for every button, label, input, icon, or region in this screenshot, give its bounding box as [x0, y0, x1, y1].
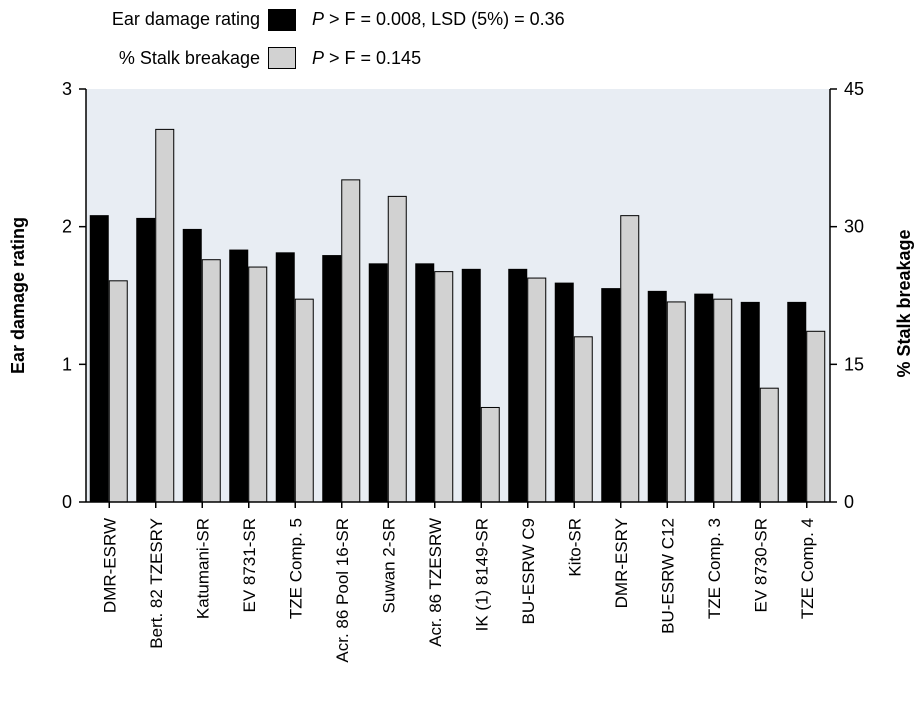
- y-tick-label-left: 3: [62, 79, 72, 99]
- bar-stalk-breakage: [573, 336, 593, 503]
- y-tick-label-right: 0: [844, 492, 854, 512]
- y-tick-label-right: 45: [844, 79, 864, 99]
- bar-stalk-breakage: [434, 271, 454, 503]
- x-tick-label: Bert. 82 TZESRY: [147, 518, 166, 649]
- bar-ear-damage: [508, 268, 528, 503]
- x-tick-label: Katumani-SR: [193, 518, 212, 619]
- legend-swatch-black: [268, 9, 296, 31]
- bar-ear-damage: [647, 290, 667, 503]
- x-tick-label: Kito-SR: [565, 518, 584, 577]
- bar-stalk-breakage: [666, 301, 686, 503]
- bar-stalk-breakage: [341, 179, 361, 503]
- legend: Ear damage rating P > F = 0.008, LSD (5%…: [0, 0, 920, 80]
- x-tick-label: TZE Comp. 5: [286, 518, 305, 619]
- bar-ear-damage: [787, 301, 807, 503]
- bar-stalk-breakage: [759, 387, 779, 503]
- bar-ear-damage: [275, 252, 295, 503]
- bar-stalk-breakage: [201, 259, 221, 503]
- bar-stalk-breakage: [248, 266, 268, 503]
- legend-label: Ear damage rating: [111, 9, 260, 29]
- bar-ear-damage: [415, 263, 435, 503]
- x-tick-label: BU-ESRW C9: [519, 518, 538, 624]
- bar-ear-damage: [182, 228, 202, 503]
- legend-stat: P > F = 0.008, LSD (5%) = 0.36: [312, 9, 565, 29]
- bar-ear-damage: [461, 268, 481, 503]
- axes: [79, 88, 837, 508]
- x-tick-label: DMR-ESRW: [100, 518, 119, 613]
- x-tick-label: TZE Comp. 4: [798, 518, 817, 619]
- bar-stalk-breakage: [806, 330, 826, 503]
- y-axis-title-left: Ear damage rating: [8, 217, 28, 374]
- bar-ear-damage: [554, 282, 574, 503]
- bar-ear-damage: [229, 249, 249, 503]
- bar-stalk-breakage: [620, 215, 640, 503]
- bars: [89, 128, 826, 503]
- bar-ear-damage: [601, 288, 621, 503]
- legend-swatch-gray: [268, 47, 296, 69]
- x-tick-label: BU-ESRW C12: [658, 518, 677, 634]
- bar-stalk-breakage: [527, 277, 547, 503]
- bar-ear-damage: [368, 263, 388, 503]
- bar-ear-damage: [322, 255, 342, 503]
- bar-stalk-breakage: [713, 298, 733, 503]
- x-tick-label: TZE Comp. 3: [705, 518, 724, 619]
- bar-ear-damage: [740, 301, 760, 503]
- bar-stalk-breakage: [480, 406, 500, 503]
- x-tick-label: DMR-ESRY: [612, 518, 631, 608]
- labels: DMR-ESRW Bert. 82 TZESRY Katumani-SR EV 873…: [8, 79, 914, 663]
- legend-stat: P > F = 0.145: [312, 48, 422, 68]
- legend-item-ear-damage: Ear damage rating P > F = 0.008, LSD (5%…: [0, 0, 920, 40]
- bar-stalk-breakage: [387, 195, 407, 503]
- bar-stalk-breakage: [108, 280, 128, 503]
- x-tick-label: EV 8731-SR: [240, 518, 259, 613]
- y-tick-label-left: 1: [62, 354, 72, 374]
- legend-label: % Stalk breakage: [118, 48, 260, 68]
- bar-stalk-breakage: [155, 128, 175, 503]
- y-tick-label-right: 30: [844, 217, 864, 237]
- x-tick-label: Acr. 86 TZESRW: [426, 518, 445, 647]
- y-axis-title-right: % Stalk breakage: [894, 229, 914, 377]
- y-tick-label-right: 15: [844, 354, 864, 374]
- legend-item-stalk-breakage: % Stalk breakage P > F = 0.145: [0, 36, 920, 76]
- bar-ear-damage: [694, 293, 714, 503]
- bar-ear-damage: [89, 215, 109, 503]
- y-tick-label-left: 2: [62, 217, 72, 237]
- bar-ear-damage: [136, 217, 156, 503]
- x-tick-label: EV 8730-SR: [751, 518, 770, 613]
- x-tick-label: Suwan 2-SR: [379, 518, 398, 613]
- y-tick-label-left: 0: [62, 492, 72, 512]
- bar-stalk-breakage: [294, 298, 314, 503]
- x-tick-label: Acr. 86 Pool 16-SR: [333, 518, 352, 663]
- x-tick-label: IK (1) 8149-SR: [472, 518, 491, 631]
